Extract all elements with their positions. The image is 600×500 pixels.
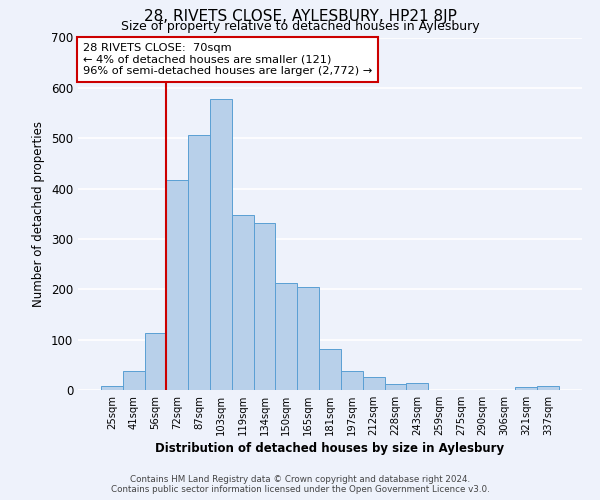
Bar <box>297 288 319 390</box>
Bar <box>101 386 123 390</box>
Text: Size of property relative to detached houses in Aylesbury: Size of property relative to detached ho… <box>121 20 479 33</box>
Y-axis label: Number of detached properties: Number of detached properties <box>32 120 46 306</box>
Bar <box>341 371 363 390</box>
X-axis label: Distribution of detached houses by size in Aylesbury: Distribution of detached houses by size … <box>155 442 505 455</box>
Bar <box>188 134 210 390</box>
Bar <box>123 372 145 390</box>
Bar <box>406 384 428 390</box>
Bar <box>275 282 297 390</box>
Text: 28, RIVETS CLOSE, AYLESBURY, HP21 8JP: 28, RIVETS CLOSE, AYLESBURY, HP21 8JP <box>143 9 457 24</box>
Bar <box>319 348 341 390</box>
Bar <box>254 223 275 390</box>
Text: 28 RIVETS CLOSE:  70sqm
← 4% of detached houses are smaller (121)
96% of semi-de: 28 RIVETS CLOSE: 70sqm ← 4% of detached … <box>83 43 372 76</box>
Bar <box>537 386 559 390</box>
Bar <box>166 180 188 390</box>
Bar <box>385 384 406 390</box>
Bar <box>210 99 232 390</box>
Bar <box>232 216 254 390</box>
Bar <box>363 378 385 390</box>
Bar <box>145 333 166 390</box>
Bar <box>515 388 537 390</box>
Text: Contains HM Land Registry data © Crown copyright and database right 2024.
Contai: Contains HM Land Registry data © Crown c… <box>110 474 490 494</box>
